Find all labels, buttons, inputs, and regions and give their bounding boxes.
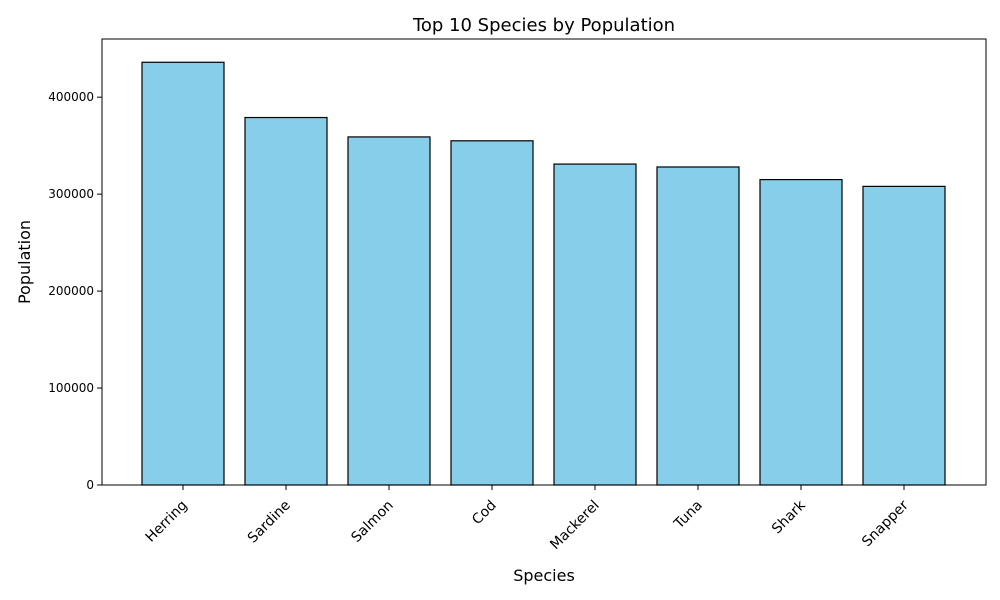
x-axis: Herring Sardine Salmon Cod Mackerel Tuna Shark…	[143, 485, 912, 553]
x-tick-label: Salmon	[348, 497, 396, 545]
x-tick-label: Herring	[143, 497, 191, 545]
y-tick-label: 100000	[48, 381, 94, 395]
bar-cod	[450, 140, 534, 486]
y-axis: 0 100000 200000 300000 400000	[48, 90, 102, 492]
bar-sardine	[244, 116, 328, 486]
x-tick-label: Shark	[769, 497, 809, 537]
bar-mackerel	[553, 163, 637, 486]
bars-group	[141, 61, 946, 486]
bar-shark	[759, 178, 843, 486]
x-tick-label: Sardine	[245, 497, 294, 546]
x-tick-label: Mackerel	[547, 497, 603, 553]
bar-herring	[141, 61, 225, 486]
chart-title: Top 10 Species by Population	[412, 15, 675, 36]
x-tick-label: Cod	[469, 497, 500, 528]
y-tick-label: 300000	[48, 187, 94, 201]
y-tick-label: 400000	[48, 90, 94, 104]
x-tick-label: Tuna	[671, 497, 706, 532]
y-axis-label: Population	[15, 220, 34, 304]
y-tick-label: 200000	[48, 284, 94, 298]
x-tick-label: Snapper	[859, 497, 912, 550]
bar-snapper	[862, 185, 946, 486]
bar-salmon	[347, 136, 431, 486]
y-tick-label: 0	[86, 478, 94, 492]
plot-frame	[101, 38, 987, 486]
bar-tuna	[656, 166, 740, 486]
x-axis-label: Species	[513, 566, 575, 585]
